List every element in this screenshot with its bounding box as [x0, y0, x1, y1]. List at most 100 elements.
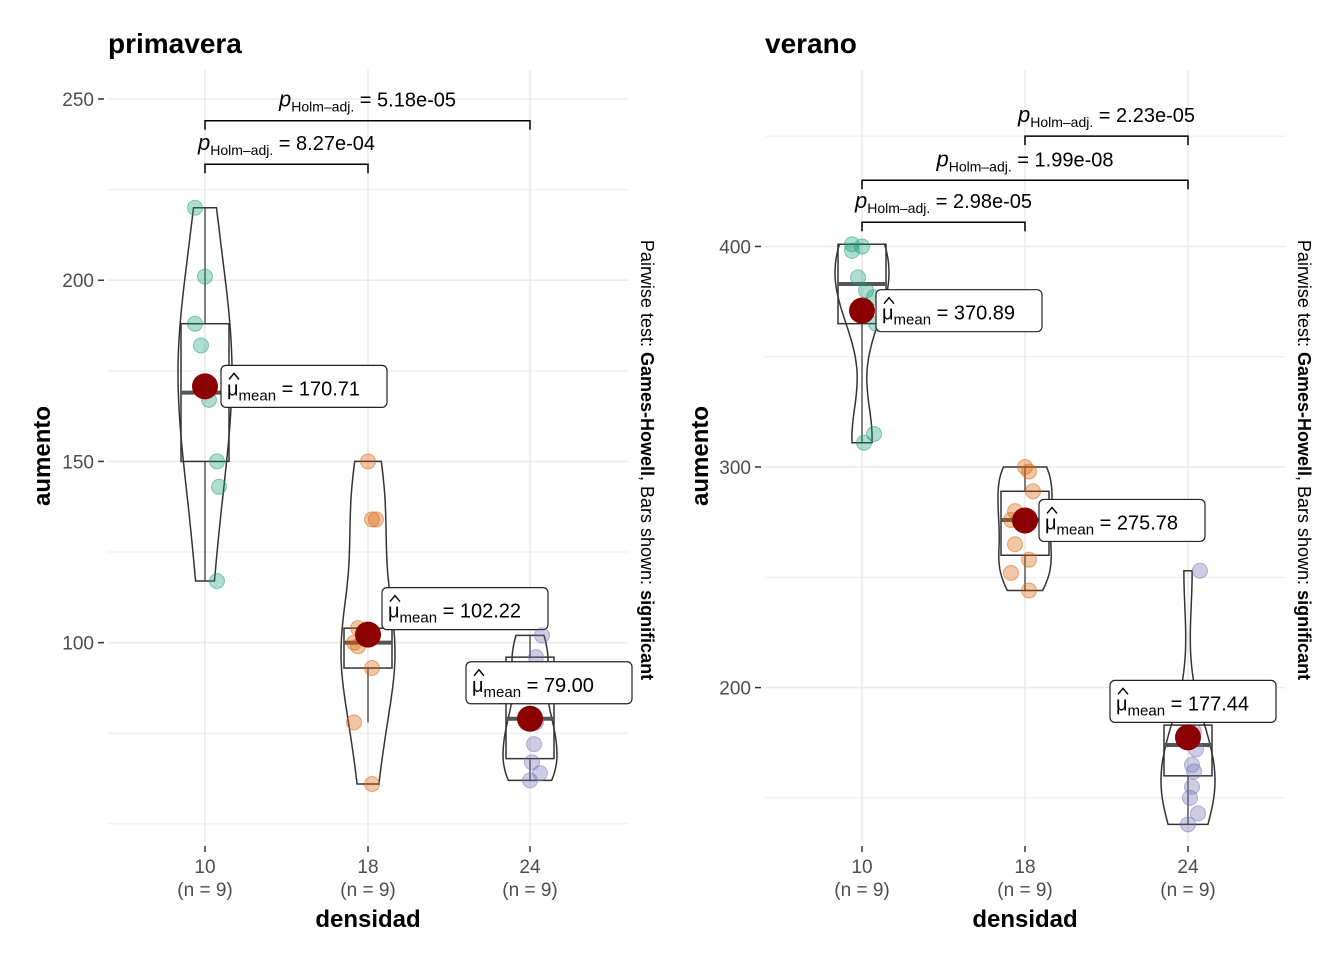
- data-point: [1192, 562, 1208, 579]
- comparison-bracket: [1024, 135, 1189, 146]
- violin: [177, 206, 233, 582]
- data-point: [1025, 483, 1041, 500]
- caption-caption-test: Games-Howell: [1294, 352, 1314, 476]
- data-point: [1003, 564, 1019, 581]
- data-point: [1190, 805, 1206, 822]
- data-point: [534, 627, 550, 644]
- mean-subscript: mean: [1057, 521, 1095, 538]
- y-axis-label: aumento: [687, 406, 714, 506]
- mu-symbol: μ: [227, 378, 239, 400]
- caption-caption-bars: significant: [1294, 590, 1314, 680]
- x-axis-label: densidad: [315, 906, 420, 933]
- comparison-bracket: [204, 163, 369, 174]
- mean-value: 170.71: [299, 378, 360, 400]
- data-point: [854, 238, 870, 255]
- data-point: [1021, 463, 1037, 480]
- data-point: [197, 268, 213, 285]
- hat-icon: [883, 296, 895, 305]
- mean-value: 102.22: [460, 601, 521, 623]
- panel-title: verano: [765, 28, 857, 59]
- x-tick-n-label: (n = 9): [177, 880, 232, 901]
- p-symbol: p: [197, 130, 210, 155]
- mu-symbol: μ: [1116, 693, 1128, 715]
- x-tick-label: 18: [1014, 857, 1035, 878]
- data-point: [858, 282, 874, 299]
- data-point: [1186, 763, 1202, 780]
- equals-sign: =: [521, 675, 544, 697]
- data-point: [211, 478, 227, 495]
- x-tick-n-label: (n = 9): [1160, 880, 1215, 901]
- comparison-label: pHolm–adj. = 2.98e-05: [854, 188, 1032, 216]
- data-point: [364, 776, 380, 793]
- p-subscript: Holm–adj.: [949, 158, 1012, 174]
- p-value: 5.18e-05: [377, 90, 456, 112]
- data-point: [526, 736, 542, 753]
- mean-value: 275.78: [1117, 512, 1178, 534]
- data-point: [856, 434, 872, 451]
- data-point: [364, 511, 380, 528]
- p-value: 2.98e-05: [953, 191, 1032, 213]
- y-tick-label: 400: [719, 237, 751, 258]
- caption-caption-prefix: Pairwise test:: [1294, 240, 1314, 352]
- mean-point: [1012, 507, 1038, 534]
- mean-value: 79.00: [544, 675, 594, 697]
- x-tick-label: 24: [1177, 857, 1199, 878]
- p-subscript: Holm–adj.: [867, 200, 930, 216]
- y-tick-label: 250: [62, 90, 94, 111]
- data-point: [368, 511, 384, 528]
- mu-symbol: μ: [472, 675, 484, 697]
- y-axis-label: aumento: [29, 406, 56, 506]
- mean-point: [355, 621, 381, 648]
- mean-subscript: mean: [894, 312, 932, 329]
- data-point: [1182, 789, 1198, 806]
- mean-label-box: [220, 364, 388, 408]
- mean-label: μmean = 102.22: [388, 601, 521, 627]
- caption-caption-mid: , Bars shown:: [637, 476, 657, 590]
- data-point: [364, 660, 380, 677]
- mean-subscript: mean: [239, 387, 277, 404]
- data-point: [524, 754, 540, 771]
- comparison-bracket: [861, 179, 1189, 190]
- comparison-label: pHolm–adj. = 1.99e-08: [935, 146, 1113, 174]
- mean-point: [1175, 724, 1201, 751]
- hat-icon: [1117, 687, 1129, 695]
- data-point: [209, 573, 225, 590]
- x-tick-label: 10: [194, 857, 215, 878]
- equals-sign: =: [931, 303, 954, 325]
- mean-label: μmean = 177.44: [1116, 693, 1249, 719]
- mean-point: [849, 297, 875, 324]
- violin: [997, 466, 1053, 592]
- mean-value: 177.44: [1188, 693, 1249, 715]
- caption: Pairwise test: Games-Howell, Bars shown:…: [637, 240, 657, 680]
- data-point: [1184, 756, 1200, 773]
- p-symbol: p: [854, 188, 867, 213]
- x-tick-n-label: (n = 9): [502, 880, 557, 901]
- comparison-label: pHolm–adj. = 8.27e-04: [197, 130, 375, 158]
- data-point: [209, 453, 225, 470]
- caption-caption-test: Games-Howell: [637, 352, 657, 476]
- p-subscript: Holm–adj.: [210, 142, 273, 158]
- data-point: [187, 199, 203, 216]
- x-tick-label: 18: [357, 857, 378, 878]
- mu-symbol: μ: [388, 601, 400, 623]
- equals-sign: =: [1165, 693, 1188, 715]
- hat-icon: [228, 372, 240, 380]
- equals-sign: =: [1094, 512, 1117, 534]
- x-axis-label: densidad: [972, 906, 1077, 933]
- equals-sign: =: [1012, 149, 1035, 171]
- p-symbol: p: [935, 146, 948, 171]
- y-tick-label: 100: [62, 634, 94, 655]
- data-point: [844, 242, 860, 259]
- mean-label: μmean = 275.78: [1045, 512, 1178, 538]
- x-tick-n-label: (n = 9): [340, 880, 395, 901]
- x-tick-label: 10: [851, 857, 872, 878]
- mu-symbol: μ: [882, 303, 894, 325]
- mean-label: μmean = 170.71: [227, 378, 360, 404]
- equals-sign: =: [930, 191, 953, 213]
- p-subscript: Holm–adj.: [291, 99, 354, 115]
- y-tick-label: 200: [719, 679, 751, 700]
